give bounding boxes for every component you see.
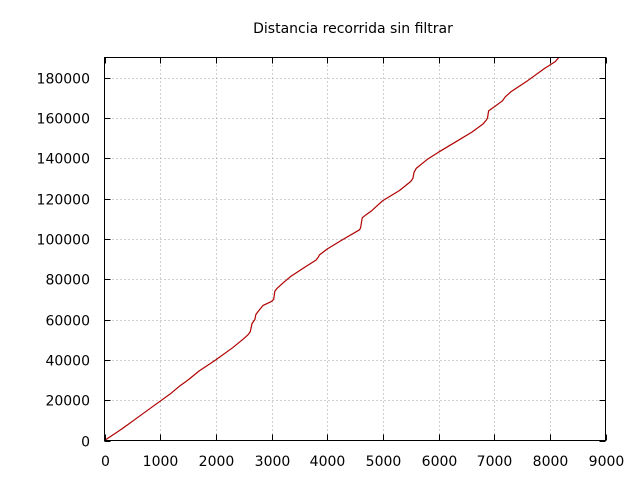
y-tick-label: 120000 [37, 193, 90, 209]
y-tick-label: 80000 [45, 273, 90, 289]
grid-lines [104, 57, 606, 441]
axis-ticks [104, 57, 607, 442]
x-tick-label: 8000 [533, 454, 569, 470]
y-tick-label: 100000 [37, 233, 90, 249]
x-tick-label: 6000 [422, 454, 458, 470]
x-tick-label: 9000 [589, 454, 625, 470]
series-group [104, 57, 560, 441]
x-tick-label: 2000 [199, 454, 235, 470]
y-tick-label: 60000 [45, 314, 90, 330]
series-line [104, 57, 560, 441]
chart-title: Distancia recorrida sin filtrar [253, 21, 453, 37]
y-tick-label: 0 [81, 435, 90, 451]
y-tick-label: 40000 [45, 354, 90, 370]
y-tick-label: 160000 [37, 112, 90, 128]
y-tick-label: 180000 [37, 72, 90, 88]
x-tick-label: 7000 [477, 454, 513, 470]
x-tick-label: 3000 [255, 454, 291, 470]
axis-tick-labels: 0 1000 2000 3000 4000 5000 6000 7000 8000 9000 0 20… [37, 72, 625, 471]
y-tick-label: 20000 [45, 394, 90, 410]
x-tick-label: 4000 [310, 454, 346, 470]
x-tick-label: 5000 [366, 454, 402, 470]
plot-frame [104, 57, 606, 441]
y-tick-label: 140000 [37, 152, 90, 168]
x-tick-label: 0 [101, 454, 110, 470]
x-tick-label: 1000 [143, 454, 179, 470]
